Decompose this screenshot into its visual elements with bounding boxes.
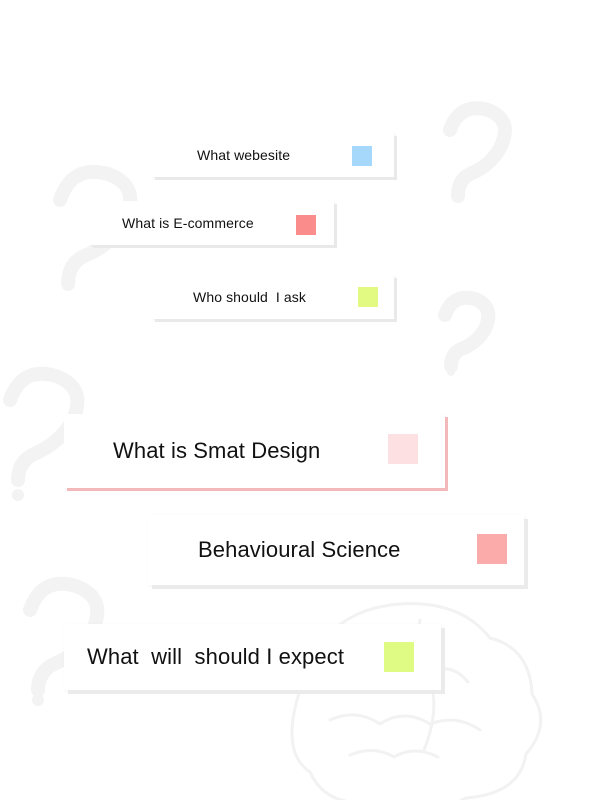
topic-card-what-website[interactable]: What webesite [152, 133, 394, 177]
topic-card-who-should-i-ask[interactable]: Who should I ask [152, 275, 394, 319]
topic-card-label: What is E-commerce [122, 215, 254, 231]
topic-card-label: Who should I ask [193, 289, 306, 305]
color-swatch [388, 434, 418, 464]
topic-card-what-should-i-expect[interactable]: What will should I expect [64, 624, 441, 690]
color-swatch [352, 146, 372, 166]
question-mark-icon [443, 101, 512, 203]
topic-card-behavioural-science[interactable]: Behavioural Science [148, 515, 524, 585]
topic-card-what-is-smat-design[interactable]: What is Smat Design [64, 414, 445, 488]
topic-card-label: What is Smat Design [113, 438, 321, 463]
color-swatch [296, 215, 316, 235]
color-swatch [358, 287, 378, 307]
color-swatch [384, 642, 414, 672]
color-swatch [477, 534, 507, 564]
topic-card-label: Behavioural Science [198, 537, 401, 562]
question-mark-icon [438, 290, 496, 376]
topic-card-label: What webesite [197, 147, 291, 163]
topic-card-label: What will should I expect [87, 644, 345, 669]
topic-card-what-is-ecommerce[interactable]: What is E-commerce [90, 201, 334, 245]
